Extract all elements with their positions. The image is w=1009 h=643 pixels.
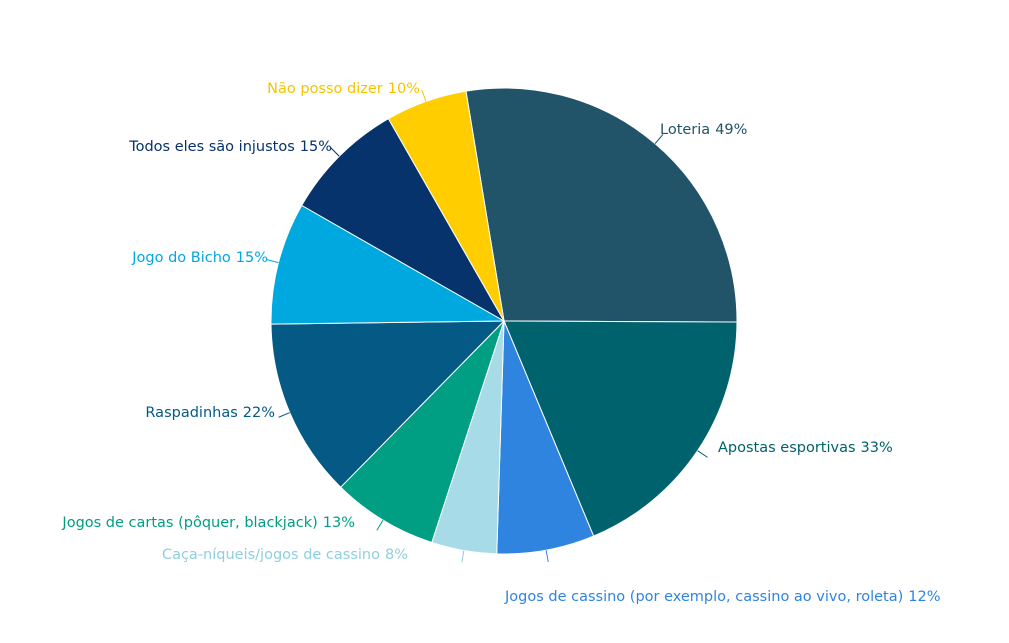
slice-category: Todos eles são injustos (128, 139, 295, 155)
slice-label: Jogo do Bicho 15% (131, 250, 268, 266)
slice-label: Todos eles são injustos 15% (128, 139, 332, 155)
slice-label: Jogos de cartas (pôquer, blackjack) 13% (61, 515, 355, 531)
leader-line (545, 550, 549, 563)
pie-slice (270, 204, 506, 325)
leader-line (376, 519, 384, 531)
slice-category: Raspadinhas (145, 405, 237, 421)
leader-line (654, 134, 664, 144)
slice-category: Caça-níqueis/jogos de cassino (162, 547, 380, 563)
leader-line (421, 89, 427, 102)
pie-slice (387, 90, 505, 322)
leader-line (266, 259, 279, 264)
slice-value: 22% (243, 405, 275, 421)
slice-value: 15% (236, 250, 268, 266)
slice-value: 12% (908, 589, 940, 605)
slice-category: Jogos de cartas (pôquer, blackjack) (61, 515, 317, 531)
slice-label: Não posso dizer 10% (267, 81, 420, 97)
slice-value: 10% (388, 81, 420, 97)
pie-slice (270, 320, 506, 488)
leader-line (330, 147, 340, 157)
slice-category: Jogos de cassino (por exemplo, cassino a… (504, 589, 903, 605)
slice-label: Raspadinhas 22% (145, 405, 275, 421)
slice-label: Jogos de cassino (por exemplo, cassino a… (504, 589, 941, 605)
leader-line (697, 450, 708, 458)
slice-value: 49% (715, 122, 747, 138)
slice-value: 15% (300, 139, 332, 155)
slice-value: 8% (385, 547, 408, 563)
slice-value: 13% (323, 515, 355, 531)
leader-line (278, 412, 290, 418)
slice-value: 33% (861, 440, 893, 456)
pie-slice (339, 320, 505, 544)
slice-label: Loteria 49% (660, 122, 747, 138)
slice-category: Loteria (660, 122, 710, 138)
slice-category: Não posso dizer (267, 81, 383, 97)
slice-label: Caça-níqueis/jogos de cassino 8% (162, 547, 408, 563)
slice-category: Jogo do Bicho (131, 250, 231, 266)
slice-category: Apostas esportivas (718, 440, 856, 456)
leader-line (461, 550, 465, 563)
slice-label: Apostas esportivas 33% (718, 440, 893, 456)
